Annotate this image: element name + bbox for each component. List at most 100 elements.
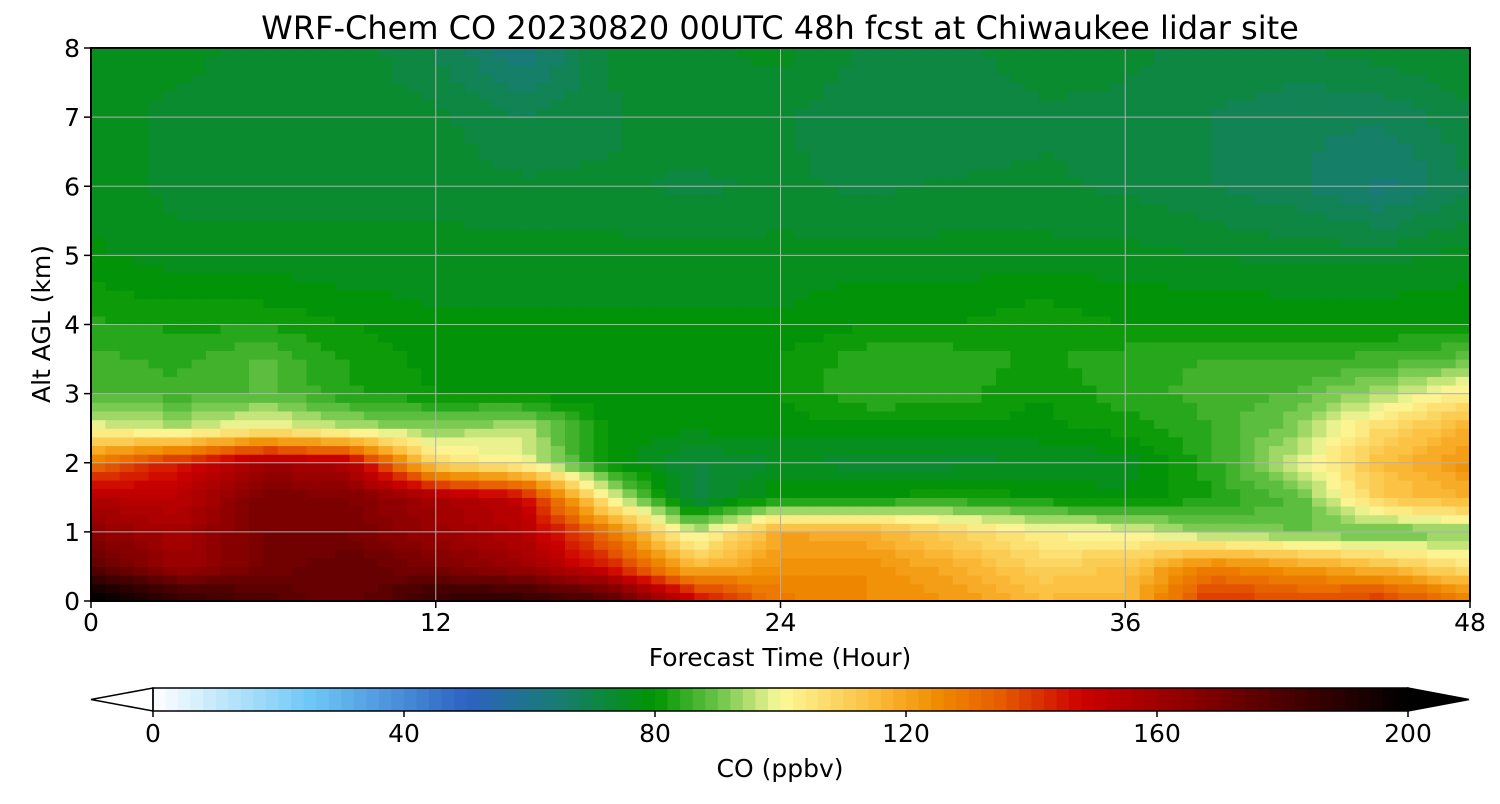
heatmap-cell [1311,454,1327,464]
heatmap-cell [579,177,595,187]
heatmap-cell [1455,419,1471,429]
heatmap-cell [435,428,451,438]
heatmap-cell [1268,402,1284,412]
heatmap-cell [565,428,580,438]
heatmap-cell [205,419,221,429]
heatmap-cell [1053,384,1069,395]
heatmap-cell [1096,462,1112,472]
heatmap-cell [1383,428,1399,438]
heatmap-cell [1168,324,1184,334]
heatmap-cell [1024,523,1040,533]
heatmap-cell [134,566,150,576]
heatmap-cell [421,393,437,403]
heatmap-cell [1225,410,1241,421]
heatmap-cell [162,281,178,291]
heatmap-cell [478,229,494,239]
heatmap-cell [766,583,782,593]
heatmap-cell [464,549,480,559]
heatmap-cell [1283,393,1299,403]
heatmap-cell [794,255,810,265]
heatmap-cell [967,583,983,593]
heatmap-cell [1096,488,1112,498]
heatmap-cell [234,454,250,464]
heatmap-cell [608,289,624,300]
heatmap-cell [1455,549,1471,559]
heatmap-cell [651,272,667,282]
heatmap-cell [407,307,422,317]
heatmap-cell [823,341,839,352]
heatmap-cell [909,436,925,447]
heatmap-cell [1311,367,1327,377]
heatmap-cell [1211,359,1227,369]
heatmap-cell [995,480,1011,490]
heatmap-cell [1426,186,1442,196]
heatmap-cell [823,203,839,213]
heatmap-cell [694,264,710,274]
heatmap-cell [679,229,695,239]
heatmap-cell [249,194,264,205]
heatmap-cell [521,505,537,516]
heatmap-cell [407,393,422,403]
heatmap-cell [708,497,724,507]
heatmap-cell [1369,298,1385,308]
heatmap-cell [335,454,351,464]
heatmap-cell [895,359,911,369]
heatmap-cell [191,583,207,593]
heatmap-cell [636,264,652,274]
heatmap-cell [636,523,652,533]
heatmap-cell [378,557,394,568]
heatmap-cell [1125,531,1141,542]
heatmap-cell [1125,367,1141,377]
heatmap-cell [1455,497,1471,507]
heatmap-cell [1441,523,1457,533]
heatmap-cell [1225,264,1241,274]
heatmap-cell [766,298,782,308]
heatmap-cell [809,549,825,559]
heatmap-cell [608,194,624,205]
heatmap-cell [450,436,466,447]
heatmap-cell [924,514,940,524]
heatmap-cell [1010,281,1026,291]
heatmap-cell [392,575,408,585]
heatmap-cell [723,203,738,213]
heatmap-cell [478,549,494,559]
heatmap-cell [205,333,221,343]
heatmap-cell [1355,151,1371,161]
heatmap-cell [622,151,638,161]
heatmap-cell [881,255,897,265]
heatmap-cell [967,376,983,386]
heatmap-cell [277,419,293,429]
heatmap-cell [1355,255,1371,265]
heatmap-cell [1426,212,1442,222]
heatmap-cell [335,540,351,550]
heatmap-cell [780,575,796,585]
heatmap-cell [1010,505,1026,516]
heatmap-cell [1297,160,1313,170]
heatmap-cell [1067,410,1083,421]
heatmap-cell [1039,272,1055,282]
heatmap-cell [464,575,480,585]
heatmap-cell [751,160,767,170]
heatmap-cell [995,497,1011,507]
heatmap-cell [636,514,652,524]
heatmap-cell [177,540,193,550]
heatmap-cell [1168,462,1184,472]
heatmap-cell [909,419,925,429]
heatmap-cell [263,540,279,550]
heatmap-cell [378,359,394,369]
heatmap-cell [694,566,710,576]
heatmap-cell [881,272,897,282]
heatmap-cell [234,436,250,447]
heatmap-cell [521,212,537,222]
heatmap-cell [1297,264,1313,274]
heatmap-cell [737,454,753,464]
heatmap-cell [1283,454,1299,464]
heatmap-cell [435,384,451,395]
heatmap-cell [507,436,523,447]
heatmap-cell [148,566,164,576]
heatmap-cell [1168,341,1184,352]
heatmap-cell [119,402,135,412]
heatmap-cell [823,307,839,317]
heatmap-cell [478,367,494,377]
heatmap-cell [507,281,523,291]
